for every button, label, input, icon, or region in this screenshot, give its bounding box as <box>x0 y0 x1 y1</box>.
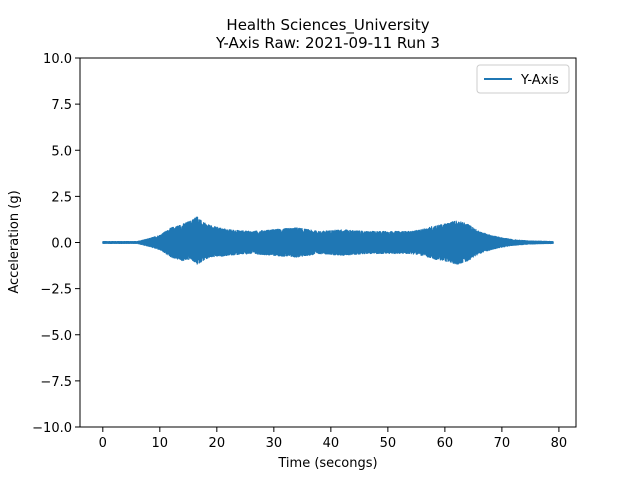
y-axis-ticks: −10.0 −7.5 −5.0 −2.5 0.0 2.5 5.0 7.5 10.0 <box>32 52 80 436</box>
y-tick-label: 10.0 <box>43 52 72 67</box>
y-tick-label: −2.5 <box>40 283 72 298</box>
x-tick-label: 60 <box>437 436 454 451</box>
y-tick-label: −10.0 <box>32 421 72 436</box>
y-tick-label: −7.5 <box>40 375 72 390</box>
chart-title-line2: Y-Axis Raw: 2021-09-11 Run 3 <box>215 34 440 52</box>
x-tick-label: 30 <box>266 436 283 451</box>
chart-title-line1: Health Sciences_University <box>226 16 429 35</box>
y-tick-label: −5.0 <box>40 329 72 344</box>
x-tick-label: 80 <box>551 436 568 451</box>
series-line-y-axis <box>102 216 554 265</box>
signal-layer <box>102 216 554 265</box>
y-tick-label: 7.5 <box>51 98 72 113</box>
x-axis-ticks: 0 10 20 30 40 50 60 70 80 <box>99 427 568 451</box>
x-tick-label: 20 <box>209 436 226 451</box>
x-tick-label: 10 <box>152 436 169 451</box>
legend-label-y-axis: Y-Axis <box>520 73 559 88</box>
legend-box <box>476 64 570 94</box>
y-tick-label: 5.0 <box>51 144 72 159</box>
y-tick-label: 0.0 <box>51 237 72 252</box>
y-tick-label: 2.5 <box>51 190 72 205</box>
x-tick-label: 0 <box>99 436 107 451</box>
y-axis-label: Acceleration (g) <box>7 190 22 293</box>
x-tick-label: 40 <box>323 436 340 451</box>
x-tick-label: 70 <box>494 436 511 451</box>
legend: Y-Axis <box>476 64 570 94</box>
x-tick-label: 50 <box>380 436 397 451</box>
x-axis-label: Time (secongs) <box>277 456 377 471</box>
